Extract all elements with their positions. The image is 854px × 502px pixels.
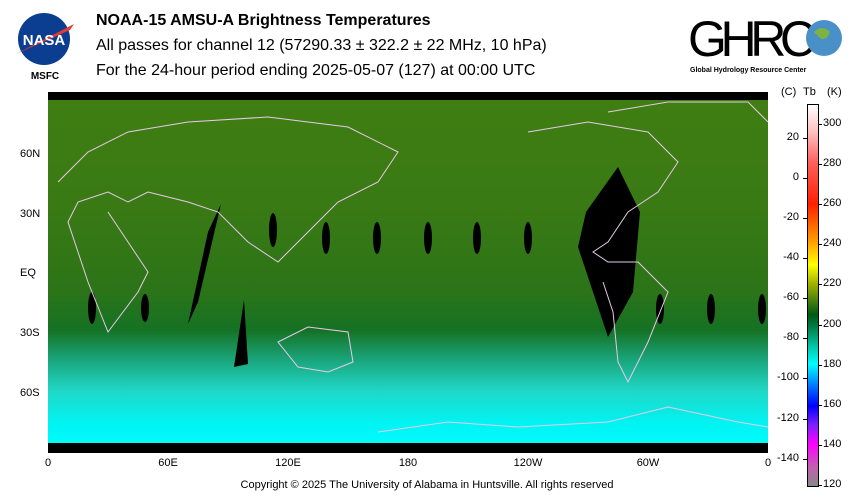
colorbar-tick bbox=[819, 364, 822, 366]
colorbar-kelvin-label: 300 bbox=[823, 117, 842, 130]
colorbar-kelvin-label: 120 bbox=[823, 478, 842, 490]
colorbar-tick bbox=[803, 258, 807, 260]
colorbar-celsius-label: -100 bbox=[776, 371, 799, 384]
coastlines bbox=[57, 101, 769, 433]
no-data-bar-top bbox=[48, 92, 768, 100]
colorbar-kelvin-label: 180 bbox=[823, 357, 842, 370]
lat-label-30n: 30N bbox=[20, 208, 41, 220]
lon-label-0-right: 0 bbox=[764, 457, 772, 469]
colorbar-celsius-label: -140 bbox=[776, 451, 799, 464]
svg-text:GHRC: GHRC bbox=[688, 11, 816, 67]
colorbar-celsius-label: -20 bbox=[783, 210, 799, 223]
colorbar-kelvin-label: 200 bbox=[823, 317, 842, 330]
copyright: Copyright © 2025 The University of Alaba… bbox=[240, 479, 614, 491]
lat-label-60s: 60S bbox=[20, 387, 40, 399]
colorbar-tick bbox=[803, 338, 807, 340]
colorbar-tick bbox=[819, 404, 822, 406]
colorbar-kelvin-label: 160 bbox=[823, 397, 842, 410]
colorbar-celsius-label: 0 bbox=[792, 170, 799, 183]
colorbar-tick bbox=[819, 164, 822, 166]
colorbar-celsius-label: -60 bbox=[783, 291, 799, 304]
page-title: NOAA-15 AMSU-A Brightness Temperatures bbox=[96, 12, 431, 29]
ghrc-logo: GHRC Global Hydrology Resource Center bbox=[688, 10, 848, 76]
colorbar-tick bbox=[803, 298, 807, 300]
colorbar-kelvin-label: 280 bbox=[823, 157, 842, 170]
colorbar-celsius-label: -40 bbox=[783, 251, 799, 264]
lat-label-eq: EQ bbox=[20, 267, 36, 279]
lat-label-60n: 60N bbox=[20, 148, 41, 160]
colorbar-celsius-label: 20 bbox=[786, 130, 799, 143]
nasa-logo: NASA MSFC bbox=[14, 10, 76, 82]
colorbar-kelvin-label: 220 bbox=[823, 277, 842, 290]
colorbar-tick bbox=[803, 217, 807, 219]
svg-text:NASA: NASA bbox=[23, 32, 66, 49]
colorbar-tick bbox=[819, 204, 822, 206]
lon-label-120w: 120W bbox=[513, 457, 543, 469]
period-subtitle: For the 24-hour period ending 2025-05-07… bbox=[96, 62, 536, 79]
colorbar-tick bbox=[803, 458, 807, 460]
lon-label-120e: 120E bbox=[275, 457, 301, 469]
colorbar-kelvin-label: 240 bbox=[823, 237, 842, 250]
colorbar-tick bbox=[803, 137, 807, 139]
lon-label-180: 180 bbox=[398, 457, 418, 469]
colorbar-header-tb: Tb bbox=[803, 86, 816, 98]
colorbar-tick bbox=[819, 284, 822, 286]
lon-label-60e: 60E bbox=[158, 457, 178, 469]
brightness-temperature-map bbox=[48, 92, 769, 453]
colorbar-tick bbox=[803, 378, 807, 380]
colorbar-tick bbox=[819, 444, 822, 446]
no-data-bar-bottom bbox=[48, 443, 768, 453]
colorbar-tick bbox=[819, 324, 822, 326]
colorbar bbox=[807, 104, 819, 487]
svg-text:Global Hydrology Resource Cent: Global Hydrology Resource Center bbox=[690, 67, 807, 74]
colorbar-header-c: (C) bbox=[781, 86, 797, 98]
colorbar-tick bbox=[819, 485, 822, 486]
colorbar-tick bbox=[819, 124, 822, 126]
colorbar-tick bbox=[819, 244, 822, 246]
colorbar-celsius-label: -80 bbox=[783, 331, 799, 344]
svg-text:MSFC: MSFC bbox=[31, 71, 59, 80]
colorbar-tick bbox=[803, 177, 807, 179]
colorbar-kelvin-label: 140 bbox=[823, 437, 842, 450]
colorbar-tick bbox=[803, 418, 807, 420]
channel-subtitle: All passes for channel 12 (57290.33 ± 32… bbox=[96, 37, 547, 54]
lon-label-0: 0 bbox=[44, 457, 52, 469]
colorbar-celsius-label: -120 bbox=[776, 411, 799, 424]
colorbar-kelvin-label: 260 bbox=[823, 197, 842, 210]
no-data-swaths bbox=[88, 167, 766, 367]
colorbar-header-k: (K) bbox=[827, 86, 842, 98]
lat-label-30s: 30S bbox=[20, 327, 40, 339]
lon-label-60w: 60W bbox=[636, 457, 660, 469]
